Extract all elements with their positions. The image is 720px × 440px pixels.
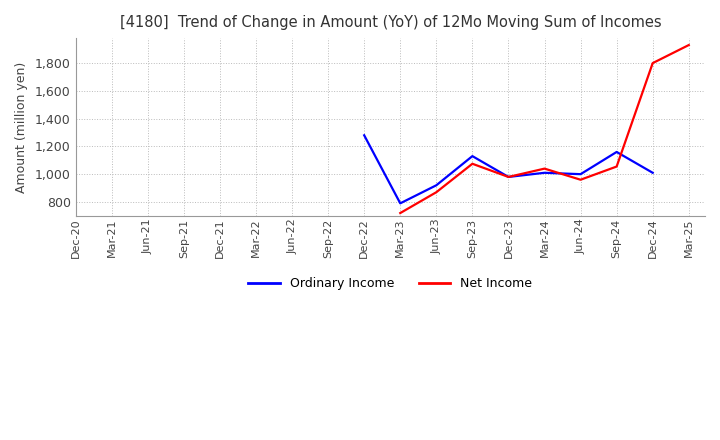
Net Income	[504, 174, 513, 180]
Ordinary Income	[576, 172, 585, 177]
Y-axis label: Amount (million yen): Amount (million yen)	[15, 61, 28, 193]
Ordinary Income	[649, 170, 657, 176]
Net Income	[432, 190, 441, 195]
Line: Ordinary Income: Ordinary Income	[364, 135, 653, 203]
Net Income	[685, 42, 693, 48]
Net Income	[540, 166, 549, 171]
Ordinary Income	[468, 154, 477, 159]
Ordinary Income	[396, 201, 405, 206]
Ordinary Income	[612, 149, 621, 154]
Ordinary Income	[360, 132, 369, 138]
Ordinary Income	[432, 183, 441, 188]
Net Income	[396, 210, 405, 216]
Net Income	[649, 60, 657, 66]
Ordinary Income	[504, 174, 513, 180]
Net Income	[576, 177, 585, 182]
Net Income	[612, 164, 621, 169]
Ordinary Income	[540, 170, 549, 176]
Legend: Ordinary Income, Net Income: Ordinary Income, Net Income	[243, 272, 537, 295]
Net Income	[468, 161, 477, 166]
Line: Net Income: Net Income	[400, 45, 689, 213]
Title: [4180]  Trend of Change in Amount (YoY) of 12Mo Moving Sum of Incomes: [4180] Trend of Change in Amount (YoY) o…	[120, 15, 661, 30]
